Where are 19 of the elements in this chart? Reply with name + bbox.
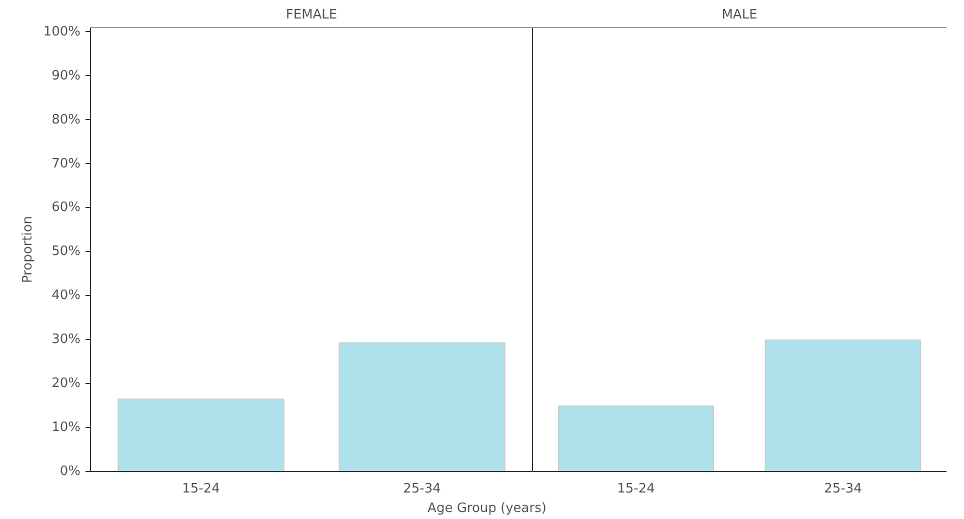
y-tick-label: 50%	[52, 244, 81, 260]
y-tick-label: 0%	[60, 464, 80, 479]
y-tick-label: 40%	[52, 288, 81, 304]
y-tick-label: 30%	[52, 332, 81, 348]
y-tick-label: 70%	[52, 156, 81, 172]
y-tick-label: 60%	[52, 200, 81, 216]
y-axis-title: Proportion	[20, 216, 36, 284]
x-tick-label: 25-34	[403, 482, 441, 496]
chart-title: FEMALE	[286, 8, 338, 22]
chart-title: MALE	[722, 8, 758, 22]
y-tick-label: 90%	[52, 68, 81, 84]
x-tick-label: 15-24	[182, 482, 220, 496]
y-tick-label: 100%	[43, 24, 81, 40]
y-tick-label: 10%	[52, 420, 81, 436]
y-tick-label: 80%	[52, 112, 81, 128]
x-axis-title: Age Group (years)	[428, 500, 546, 518]
x-tick-label: 25-34	[824, 482, 862, 496]
y-tick-label: 20%	[52, 376, 81, 392]
x-tick-label: 15-24	[617, 482, 655, 496]
